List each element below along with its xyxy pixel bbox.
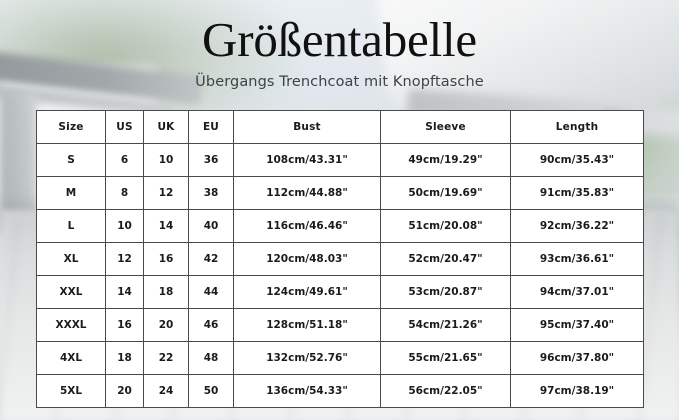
cell-us: 18 — [105, 341, 144, 375]
cell-size: 4XL — [36, 341, 106, 375]
cell-us: 10 — [105, 209, 144, 243]
cell-eu: 38 — [188, 176, 234, 210]
cell-size: M — [36, 176, 106, 210]
cell-bust: 124cm/49.61" — [233, 275, 381, 309]
table-row: XXL 14 18 44 124cm/49.61" 53cm/20.87" 94… — [36, 275, 644, 309]
cell-uk: 16 — [143, 242, 189, 276]
cell-length: 95cm/37.40" — [510, 308, 644, 342]
cell-size: L — [36, 209, 106, 243]
cell-bust: 120cm/48.03" — [233, 242, 381, 276]
cell-uk: 14 — [143, 209, 189, 243]
column-header-length: Length — [510, 110, 644, 144]
page-subtitle: Übergangs Trenchcoat mit Knopftasche — [195, 74, 484, 90]
column-header-size: Size — [36, 110, 106, 144]
size-table: Size US UK EU Bust Sleeve Length S 6 10 … — [36, 110, 644, 408]
table-row: 4XL 18 22 48 132cm/52.76" 55cm/21.65" 96… — [36, 341, 644, 375]
cell-eu: 40 — [188, 209, 234, 243]
cell-eu: 46 — [188, 308, 234, 342]
cell-length: 90cm/35.43" — [510, 143, 644, 177]
column-header-eu: EU — [188, 110, 234, 144]
cell-bust: 128cm/51.18" — [233, 308, 381, 342]
cell-sleeve: 54cm/21.26" — [380, 308, 511, 342]
table-header-row: Size US UK EU Bust Sleeve Length — [36, 110, 644, 144]
page-title: Größentabelle — [202, 12, 477, 67]
table-row: S 6 10 36 108cm/43.31" 49cm/19.29" 90cm/… — [36, 143, 644, 177]
cell-eu: 42 — [188, 242, 234, 276]
size-table-head: Size US UK EU Bust Sleeve Length — [36, 110, 644, 144]
column-header-uk: UK — [143, 110, 189, 144]
cell-sleeve: 56cm/22.05" — [380, 374, 511, 408]
cell-length: 92cm/36.22" — [510, 209, 644, 243]
cell-eu: 36 — [188, 143, 234, 177]
cell-sleeve: 51cm/20.08" — [380, 209, 511, 243]
cell-sleeve: 50cm/19.69" — [380, 176, 511, 210]
cell-bust: 132cm/52.76" — [233, 341, 381, 375]
cell-sleeve: 52cm/20.47" — [380, 242, 511, 276]
cell-uk: 24 — [143, 374, 189, 408]
cell-uk: 18 — [143, 275, 189, 309]
size-table-body: S 6 10 36 108cm/43.31" 49cm/19.29" 90cm/… — [36, 143, 644, 408]
cell-size: 5XL — [36, 374, 106, 408]
cell-length: 91cm/35.83" — [510, 176, 644, 210]
column-header-bust: Bust — [233, 110, 381, 144]
cell-bust: 136cm/54.33" — [233, 374, 381, 408]
cell-sleeve: 49cm/19.29" — [380, 143, 511, 177]
cell-uk: 12 — [143, 176, 189, 210]
column-header-sleeve: Sleeve — [380, 110, 511, 144]
cell-eu: 48 — [188, 341, 234, 375]
cell-sleeve: 55cm/21.65" — [380, 341, 511, 375]
cell-bust: 108cm/43.31" — [233, 143, 381, 177]
size-table-container: Size US UK EU Bust Sleeve Length S 6 10 … — [36, 110, 644, 408]
cell-size: S — [36, 143, 106, 177]
cell-us: 8 — [105, 176, 144, 210]
cell-uk: 20 — [143, 308, 189, 342]
table-row: XL 12 16 42 120cm/48.03" 52cm/20.47" 93c… — [36, 242, 644, 276]
cell-us: 12 — [105, 242, 144, 276]
table-row: 5XL 20 24 50 136cm/54.33" 56cm/22.05" 97… — [36, 374, 644, 408]
heading-block: Größentabelle Übergangs Trenchcoat mit K… — [0, 14, 679, 91]
cell-length: 96cm/37.80" — [510, 341, 644, 375]
cell-length: 93cm/36.61" — [510, 242, 644, 276]
cell-size: XXXL — [36, 308, 106, 342]
cell-size: XL — [36, 242, 106, 276]
cell-length: 94cm/37.01" — [510, 275, 644, 309]
cell-length: 97cm/38.19" — [510, 374, 644, 408]
table-row: M 8 12 38 112cm/44.88" 50cm/19.69" 91cm/… — [36, 176, 644, 210]
cell-us: 20 — [105, 374, 144, 408]
cell-bust: 116cm/46.46" — [233, 209, 381, 243]
cell-eu: 44 — [188, 275, 234, 309]
cell-sleeve: 53cm/20.87" — [380, 275, 511, 309]
table-row: L 10 14 40 116cm/46.46" 51cm/20.08" 92cm… — [36, 209, 644, 243]
cell-us: 14 — [105, 275, 144, 309]
cell-uk: 22 — [143, 341, 189, 375]
cell-uk: 10 — [143, 143, 189, 177]
cell-size: XXL — [36, 275, 106, 309]
cell-us: 6 — [105, 143, 144, 177]
table-row: XXXL 16 20 46 128cm/51.18" 54cm/21.26" 9… — [36, 308, 644, 342]
cell-bust: 112cm/44.88" — [233, 176, 381, 210]
cell-eu: 50 — [188, 374, 234, 408]
column-header-us: US — [105, 110, 144, 144]
cell-us: 16 — [105, 308, 144, 342]
